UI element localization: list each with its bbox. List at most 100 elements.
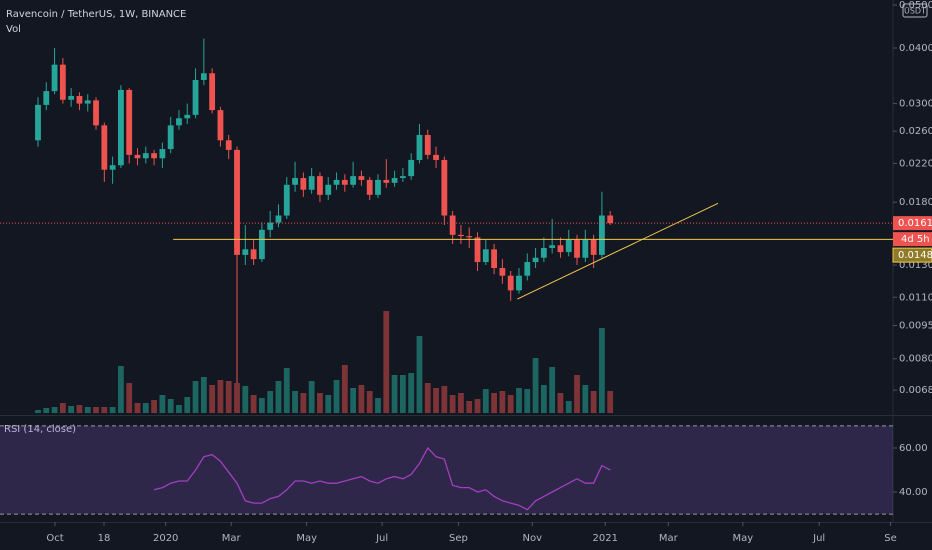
candle-body	[242, 249, 249, 255]
volume-bar	[209, 385, 216, 413]
rsi-tick-label: 60.00	[899, 443, 928, 454]
volume-bar	[375, 398, 381, 413]
candle-body	[167, 125, 174, 150]
volume-bar	[43, 408, 50, 413]
volume-bar	[101, 407, 108, 413]
candle-body	[565, 239, 572, 253]
volume-bar	[184, 397, 191, 413]
volume-bar	[267, 391, 274, 413]
last-price-label: 0.01615	[898, 218, 932, 229]
volume-bar	[482, 389, 489, 413]
candle-body	[540, 247, 547, 258]
x-tick-label: 18	[98, 533, 111, 544]
candle-body	[582, 239, 589, 258]
volume-bar	[258, 398, 265, 413]
volume-bar	[416, 336, 423, 413]
candle-body	[366, 179, 373, 195]
candle-body	[317, 176, 323, 195]
candle-body	[292, 178, 298, 185]
volume-bar	[109, 407, 116, 413]
candle-body	[391, 178, 398, 183]
x-tick-label: May	[733, 533, 754, 544]
volume-bar	[449, 395, 456, 413]
candle-body	[250, 249, 257, 260]
volume-bar	[68, 406, 75, 413]
currency[interactable]: USDT	[904, 7, 926, 16]
candle-body	[499, 268, 506, 276]
x-tick-label: Jul	[375, 533, 388, 544]
countdown-box	[893, 232, 932, 247]
volume-bar	[590, 391, 597, 413]
x-tick-label: Sep	[449, 533, 468, 544]
candle-body	[408, 159, 415, 177]
volume-bar	[59, 403, 66, 413]
volume-bar	[118, 366, 124, 413]
volume-bar	[574, 375, 580, 413]
candle-body	[134, 154, 141, 159]
volume-bar	[225, 381, 232, 413]
volume-bar	[159, 395, 166, 413]
volume-bar	[84, 407, 91, 413]
candle-body	[283, 184, 290, 216]
volume-bar	[234, 383, 240, 413]
x-tick-label: 2020	[153, 533, 178, 544]
candle-body	[449, 215, 456, 235]
volume-bar	[358, 385, 365, 413]
candle-body	[458, 234, 464, 237]
volume-bar	[242, 386, 249, 413]
candle-body	[341, 179, 348, 185]
hline-label: 0.01485	[898, 250, 932, 261]
volume-bar	[599, 328, 605, 413]
candle-body	[217, 110, 224, 141]
volume-bar	[383, 311, 390, 413]
volume-bar	[317, 393, 323, 413]
candle-body	[433, 154, 439, 160]
candle-body	[474, 237, 481, 263]
candle-body	[234, 149, 240, 255]
candle-body	[557, 245, 564, 253]
volume-bar	[134, 403, 141, 413]
candle-body	[350, 176, 357, 185]
volume-bar	[391, 375, 398, 413]
candle-body	[516, 275, 522, 291]
candle-body	[599, 215, 605, 255]
candle-body	[76, 96, 83, 104]
x-tick-label: Oct	[46, 533, 63, 544]
countdown-label: 4d 5h	[901, 234, 930, 245]
volume-bar	[283, 368, 290, 413]
volume-bar	[200, 377, 207, 413]
candle-body	[84, 100, 91, 104]
volume-bar	[76, 405, 83, 413]
volume-bar	[192, 381, 199, 413]
candle-body	[308, 176, 315, 190]
candle-body	[358, 176, 365, 180]
candle-body	[35, 104, 41, 141]
rsi-title: RSI (14, close)	[4, 424, 76, 435]
volume-bar	[333, 380, 340, 413]
candle-body	[101, 125, 108, 170]
candle-body	[491, 249, 498, 269]
symbol-title: Ravencoin / TetherUS, 1W, BINANCE	[6, 9, 186, 20]
volume-bar	[35, 410, 41, 413]
volume-bar	[275, 381, 282, 413]
candle-body	[507, 275, 514, 291]
volume-bar	[424, 383, 431, 413]
currency-badge[interactable]	[902, 3, 928, 18]
candle-body	[192, 79, 199, 115]
candle-body	[399, 176, 406, 179]
candle-body	[109, 165, 116, 170]
volume-bar	[433, 388, 439, 413]
volume-bar	[474, 399, 481, 413]
candle-body	[59, 64, 66, 100]
x-tick-label: Mar	[222, 533, 242, 544]
trend-line	[517, 202, 719, 300]
candle-body	[532, 257, 539, 263]
